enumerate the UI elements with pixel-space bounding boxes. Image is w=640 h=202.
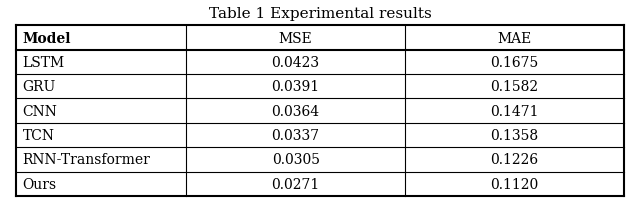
Text: 0.0391: 0.0391: [271, 80, 320, 94]
Text: 0.1120: 0.1120: [490, 177, 539, 191]
Text: CNN: CNN: [22, 104, 57, 118]
Text: 0.1675: 0.1675: [490, 56, 539, 69]
Text: 0.1471: 0.1471: [490, 104, 539, 118]
Text: 0.0423: 0.0423: [271, 56, 320, 69]
Text: 0.1582: 0.1582: [490, 80, 539, 94]
Text: RNN-Transformer: RNN-Transformer: [22, 153, 150, 166]
Text: MAE: MAE: [497, 32, 532, 45]
Text: 0.0364: 0.0364: [271, 104, 320, 118]
Text: Table 1 Experimental results: Table 1 Experimental results: [209, 7, 431, 21]
Text: 0.1226: 0.1226: [490, 153, 539, 166]
Text: TCN: TCN: [22, 128, 54, 142]
Text: 0.0305: 0.0305: [272, 153, 320, 166]
Text: GRU: GRU: [22, 80, 56, 94]
Text: Ours: Ours: [22, 177, 56, 191]
Text: 0.0337: 0.0337: [271, 128, 320, 142]
Text: 0.1358: 0.1358: [490, 128, 539, 142]
Text: LSTM: LSTM: [22, 56, 65, 69]
Text: 0.0271: 0.0271: [271, 177, 320, 191]
Text: MSE: MSE: [279, 32, 312, 45]
Text: Model: Model: [22, 32, 71, 45]
